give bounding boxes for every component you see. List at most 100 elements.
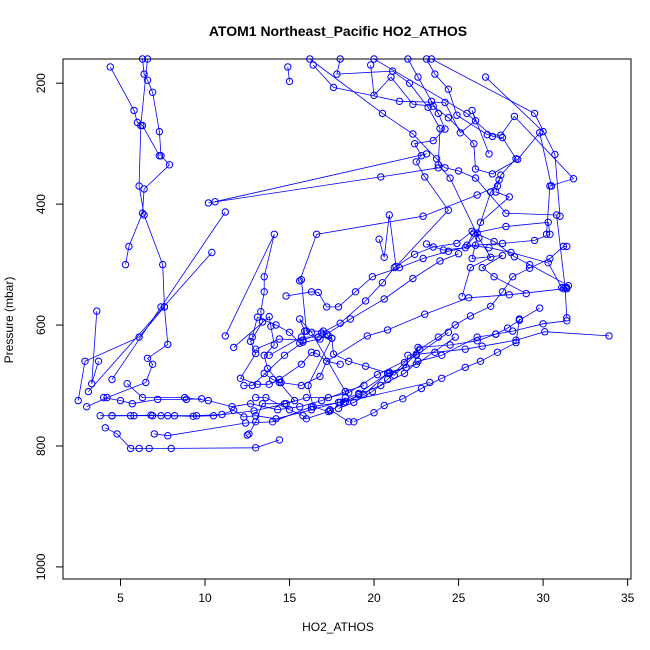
data-point xyxy=(157,303,165,311)
data-point xyxy=(395,263,404,272)
data-point xyxy=(252,345,260,353)
data-point xyxy=(135,182,143,190)
data-point xyxy=(368,273,377,281)
data-point xyxy=(346,315,355,323)
data-point xyxy=(316,335,324,343)
data-point xyxy=(240,381,248,390)
data-point xyxy=(470,140,478,148)
data-point xyxy=(559,242,568,251)
series-line xyxy=(299,179,567,289)
data-point xyxy=(285,77,294,86)
data-point xyxy=(422,240,431,248)
data-point xyxy=(468,254,476,263)
data-point xyxy=(392,262,400,271)
data-point xyxy=(262,393,270,402)
data-point xyxy=(470,229,478,237)
series-line xyxy=(339,307,540,403)
data-point xyxy=(453,239,461,248)
data-point xyxy=(302,393,311,402)
data-point xyxy=(197,395,206,403)
data-point xyxy=(399,395,407,403)
series-line xyxy=(312,64,490,155)
data-point xyxy=(252,393,260,402)
data-point xyxy=(314,333,322,341)
data-point xyxy=(438,374,446,382)
data-point xyxy=(140,211,148,219)
data-point xyxy=(495,176,503,184)
data-point xyxy=(150,430,159,438)
data-point xyxy=(505,193,513,201)
y-tick-label: 1000 xyxy=(34,553,48,580)
data-point xyxy=(282,292,290,300)
data-point xyxy=(478,263,486,272)
data-point xyxy=(230,406,238,414)
data-point xyxy=(143,354,152,362)
data-point xyxy=(497,171,505,179)
data-point xyxy=(378,279,387,287)
data-point xyxy=(427,97,436,106)
data-point xyxy=(377,381,385,390)
data-point xyxy=(350,418,358,426)
data-point xyxy=(204,396,213,405)
data-point xyxy=(429,136,437,145)
data-point xyxy=(498,288,507,296)
series-line xyxy=(269,331,610,374)
data-point xyxy=(309,61,317,69)
data-point xyxy=(192,412,201,420)
y-tick-label: 600 xyxy=(34,315,48,335)
data-point xyxy=(285,328,294,336)
data-point xyxy=(458,292,466,301)
data-point xyxy=(350,398,358,407)
x-axis-label: HO2_ATHOS xyxy=(302,620,374,634)
data-point xyxy=(454,167,463,175)
data-point xyxy=(439,246,448,254)
data-point xyxy=(252,418,260,426)
data-point xyxy=(414,357,422,365)
x-tick-label: 5 xyxy=(117,591,124,605)
data-point xyxy=(296,403,304,411)
data-point xyxy=(546,254,554,263)
data-point xyxy=(422,55,431,63)
data-point xyxy=(410,250,419,259)
data-point xyxy=(121,260,130,269)
data-point xyxy=(302,415,311,423)
data-point xyxy=(444,328,453,336)
data-point xyxy=(304,381,312,390)
data-point xyxy=(453,111,461,119)
series-line xyxy=(287,66,290,82)
data-point xyxy=(368,387,377,396)
data-point xyxy=(81,357,89,365)
x-tick-label: 10 xyxy=(198,591,212,605)
data-point xyxy=(142,378,150,387)
data-point xyxy=(361,362,370,370)
data-point xyxy=(84,387,93,396)
data-point xyxy=(123,380,131,388)
data-point xyxy=(165,161,174,169)
data-point xyxy=(341,393,349,402)
data-point xyxy=(552,211,561,219)
data-point xyxy=(314,288,322,297)
data-point xyxy=(257,308,265,316)
series-line xyxy=(336,58,492,297)
data-point xyxy=(341,398,349,406)
data-point xyxy=(427,55,436,63)
data-point xyxy=(473,333,481,341)
series-line xyxy=(215,153,427,203)
data-point xyxy=(432,155,441,163)
series-line xyxy=(91,311,99,384)
data-point xyxy=(409,130,417,138)
data-point xyxy=(512,338,520,347)
data-point xyxy=(488,132,497,141)
series-line xyxy=(86,306,169,408)
data-point xyxy=(138,393,147,402)
data-point xyxy=(258,400,267,408)
data-point xyxy=(83,403,91,411)
data-point xyxy=(159,260,167,269)
data-point xyxy=(333,70,341,78)
data-point xyxy=(326,406,334,414)
data-point xyxy=(438,351,446,359)
data-point xyxy=(106,63,115,71)
data-point xyxy=(492,188,500,196)
data-point xyxy=(605,332,613,340)
data-point xyxy=(471,174,480,182)
